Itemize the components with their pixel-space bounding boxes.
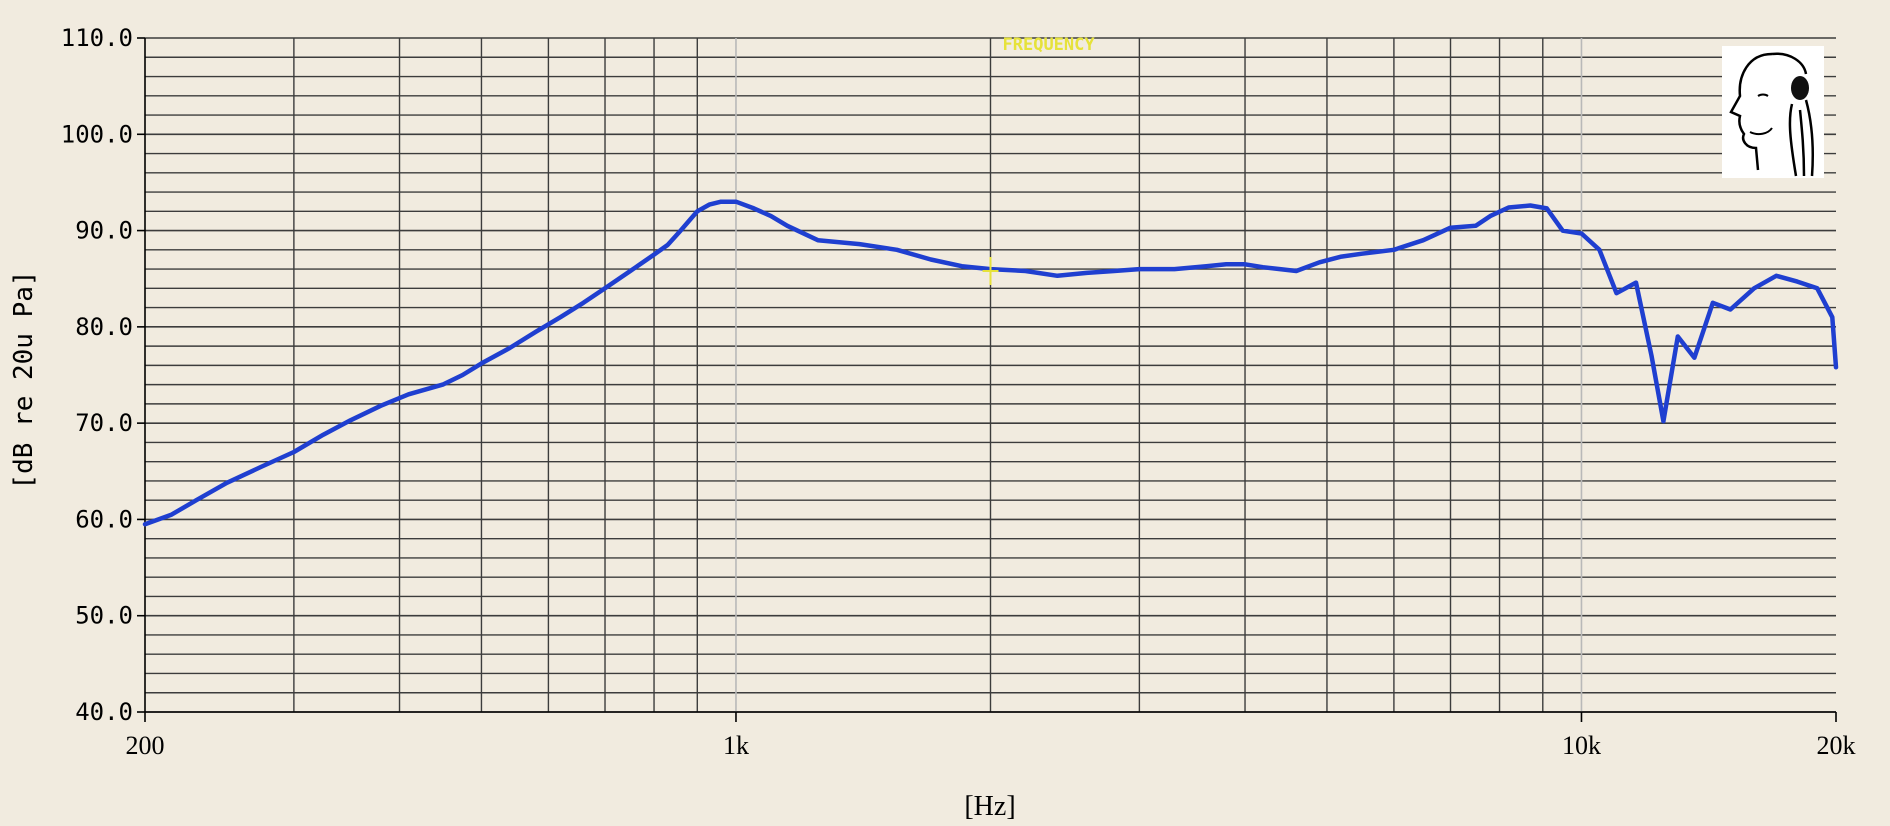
y-tick-label: 40.0 (75, 698, 133, 726)
headphone-ear (1791, 76, 1809, 100)
y-tick-label: 60.0 (75, 505, 133, 533)
cursor-marker: FREQUENCY (982, 35, 1096, 286)
grid (145, 37, 1836, 713)
eye (1757, 93, 1769, 97)
x-axis-label: [Hz] (964, 791, 1015, 822)
x-tick-label: 1k (723, 731, 749, 760)
y-tick-label: 70.0 (75, 409, 133, 437)
y-axis-label: [dB re 20u Pa] (9, 270, 39, 489)
hand (1788, 99, 1814, 177)
y-tick-label: 80.0 (75, 313, 133, 341)
axes (144, 38, 1836, 713)
y-tick-label: 100.0 (61, 120, 133, 148)
y-tick-label: 90.0 (75, 217, 133, 245)
marker-label: FREQUENCY (1003, 35, 1096, 55)
listening-head-icon (1722, 46, 1824, 178)
series-line (142, 199, 1839, 527)
tick-labels: 110.0 100.0 90.0 80.0 70.0 60.0 50.0 40.0 200 1k 1… (61, 24, 1856, 760)
icon-background (1722, 46, 1824, 178)
x-tick-label: 10k (1562, 731, 1601, 760)
y-tick-label: 50.0 (75, 602, 133, 630)
x-tick-label: 200 (126, 731, 165, 760)
face-outline (1729, 52, 1773, 171)
y-tick-label: 110.0 (61, 24, 133, 52)
mouth (1749, 127, 1773, 136)
x-tick-label: 20k (1817, 731, 1856, 760)
head-outline (1771, 52, 1808, 75)
